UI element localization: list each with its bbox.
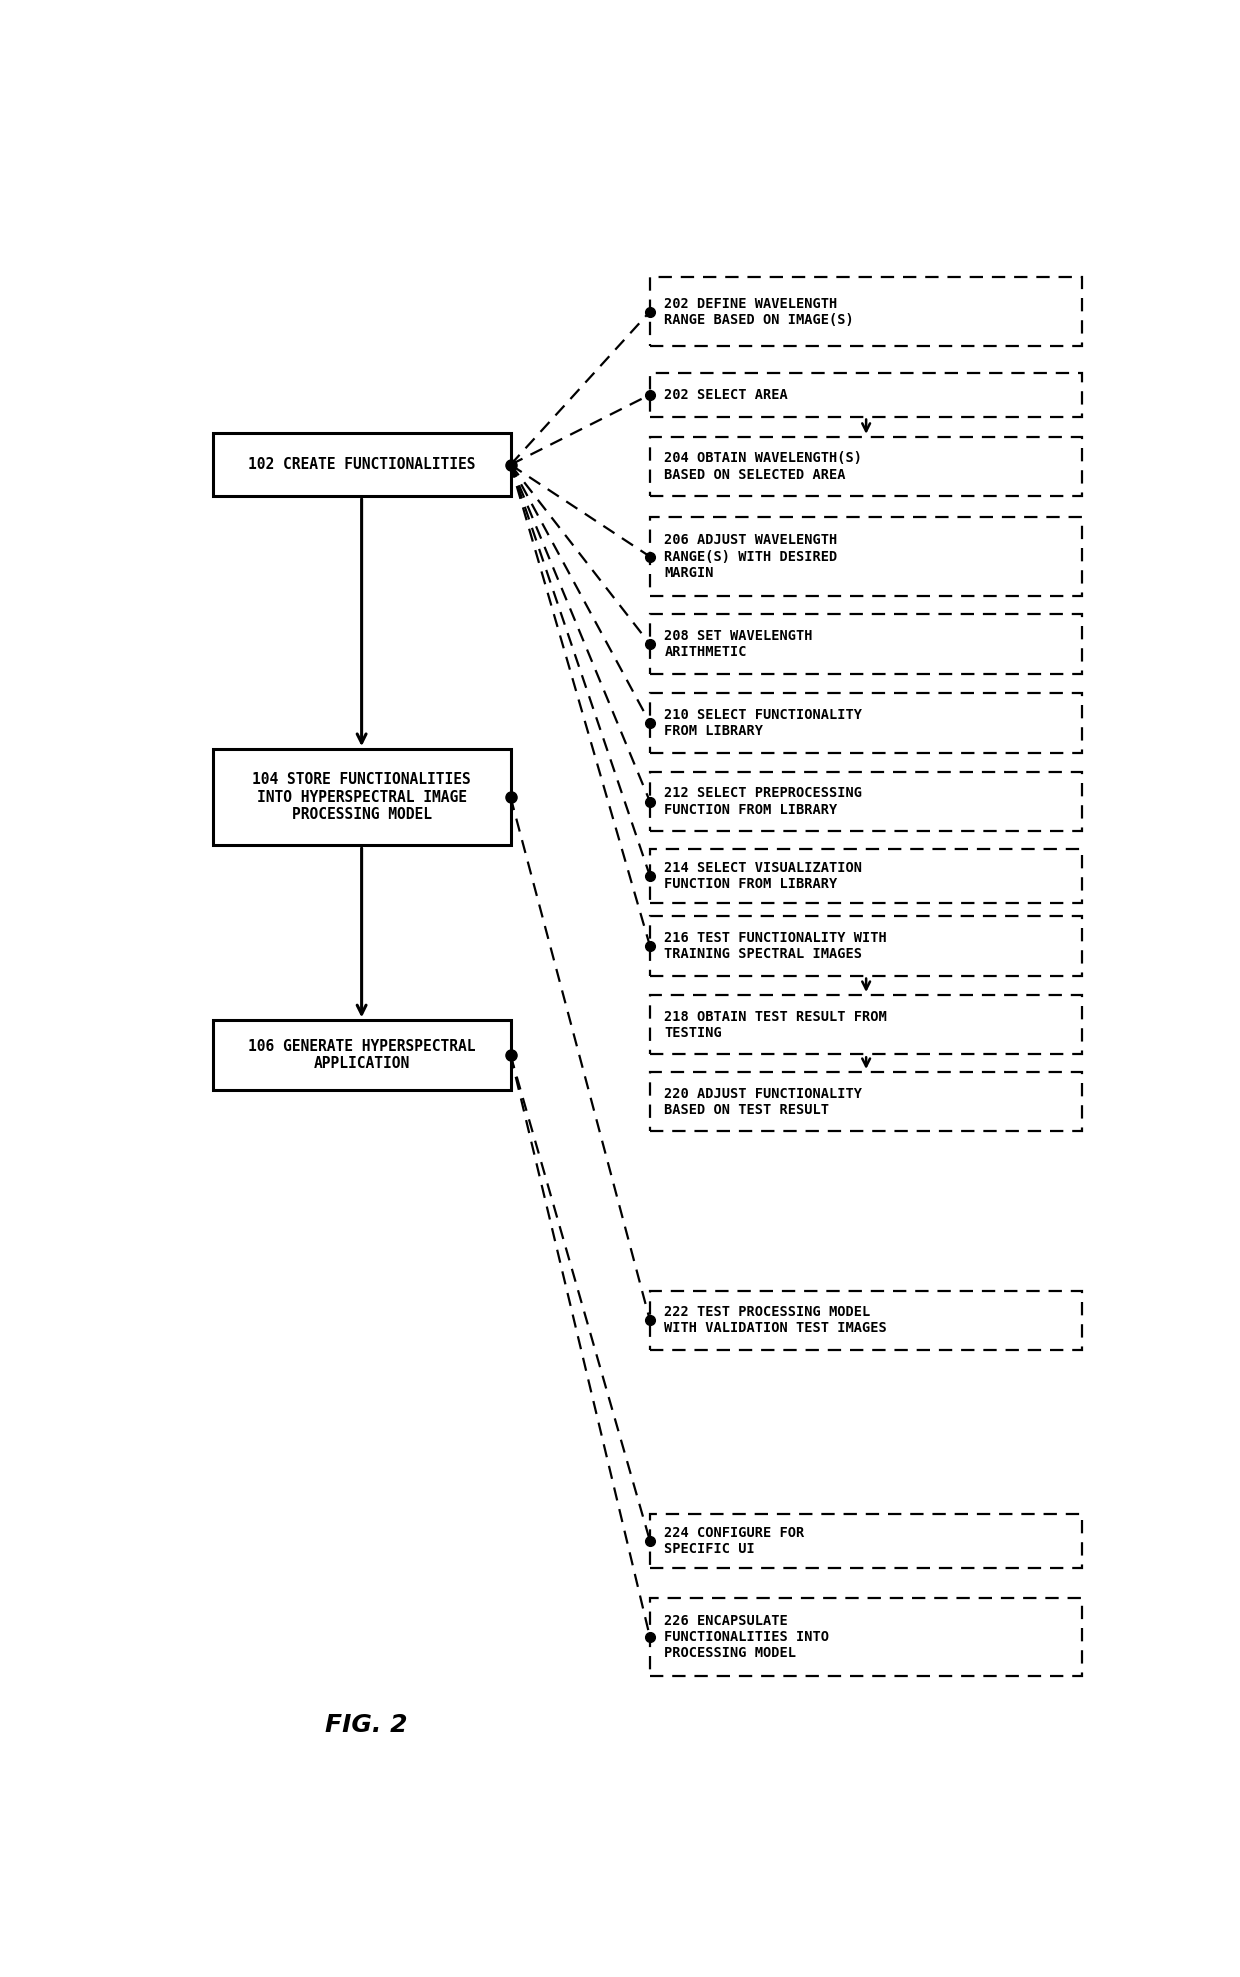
Text: 216 TEST FUNCTIONALITY WITH
TRAINING SPECTRAL IMAGES: 216 TEST FUNCTIONALITY WITH TRAINING SPE… — [665, 931, 887, 961]
FancyBboxPatch shape — [650, 437, 1083, 496]
Text: 206 ADJUST WAVELENGTH
RANGE(S) WITH DESIRED
MARGIN: 206 ADJUST WAVELENGTH RANGE(S) WITH DESI… — [665, 534, 837, 579]
Text: 102 CREATE FUNCTIONALITIES: 102 CREATE FUNCTIONALITIES — [248, 457, 475, 473]
Text: 218 OBTAIN TEST RESULT FROM
TESTING: 218 OBTAIN TEST RESULT FROM TESTING — [665, 1010, 887, 1040]
FancyBboxPatch shape — [650, 1291, 1083, 1350]
FancyBboxPatch shape — [650, 374, 1083, 417]
Text: 202 SELECT AREA: 202 SELECT AREA — [665, 387, 789, 401]
Text: 224 CONFIGURE FOR
SPECIFIC UI: 224 CONFIGURE FOR SPECIFIC UI — [665, 1526, 805, 1556]
FancyBboxPatch shape — [213, 433, 511, 496]
Text: 202 DEFINE WAVELENGTH
RANGE BASED ON IMAGE(S): 202 DEFINE WAVELENGTH RANGE BASED ON IMA… — [665, 297, 854, 326]
Text: 212 SELECT PREPROCESSING
FUNCTION FROM LIBRARY: 212 SELECT PREPROCESSING FUNCTION FROM L… — [665, 787, 862, 817]
FancyBboxPatch shape — [213, 1020, 511, 1089]
FancyBboxPatch shape — [650, 1597, 1083, 1676]
Text: 220 ADJUST FUNCTIONALITY
BASED ON TEST RESULT: 220 ADJUST FUNCTIONALITY BASED ON TEST R… — [665, 1087, 862, 1117]
Text: 226 ENCAPSULATE
FUNCTIONALITIES INTO
PROCESSING MODEL: 226 ENCAPSULATE FUNCTIONALITIES INTO PRO… — [665, 1613, 830, 1661]
FancyBboxPatch shape — [650, 1072, 1083, 1131]
FancyBboxPatch shape — [650, 994, 1083, 1054]
FancyBboxPatch shape — [650, 771, 1083, 830]
FancyBboxPatch shape — [650, 848, 1083, 903]
FancyBboxPatch shape — [650, 615, 1083, 674]
FancyBboxPatch shape — [650, 277, 1083, 346]
FancyBboxPatch shape — [650, 518, 1083, 595]
FancyBboxPatch shape — [213, 749, 511, 846]
Text: 104 STORE FUNCTIONALITIES
INTO HYPERSPECTRAL IMAGE
PROCESSING MODEL: 104 STORE FUNCTIONALITIES INTO HYPERSPEC… — [252, 773, 471, 822]
Text: FIG. 2: FIG. 2 — [325, 1712, 408, 1736]
Text: 208 SET WAVELENGTH
ARITHMETIC: 208 SET WAVELENGTH ARITHMETIC — [665, 629, 813, 658]
FancyBboxPatch shape — [650, 915, 1083, 975]
Text: 214 SELECT VISUALIZATION
FUNCTION FROM LIBRARY: 214 SELECT VISUALIZATION FUNCTION FROM L… — [665, 860, 862, 892]
Text: 210 SELECT FUNCTIONALITY
FROM LIBRARY: 210 SELECT FUNCTIONALITY FROM LIBRARY — [665, 708, 862, 737]
FancyBboxPatch shape — [650, 1514, 1083, 1568]
Text: 106 GENERATE HYPERSPECTRAL
APPLICATION: 106 GENERATE HYPERSPECTRAL APPLICATION — [248, 1040, 475, 1072]
Text: 204 OBTAIN WAVELENGTH(S)
BASED ON SELECTED AREA: 204 OBTAIN WAVELENGTH(S) BASED ON SELECT… — [665, 451, 862, 482]
Text: 222 TEST PROCESSING MODEL
WITH VALIDATION TEST IMAGES: 222 TEST PROCESSING MODEL WITH VALIDATIO… — [665, 1305, 887, 1334]
FancyBboxPatch shape — [650, 694, 1083, 753]
